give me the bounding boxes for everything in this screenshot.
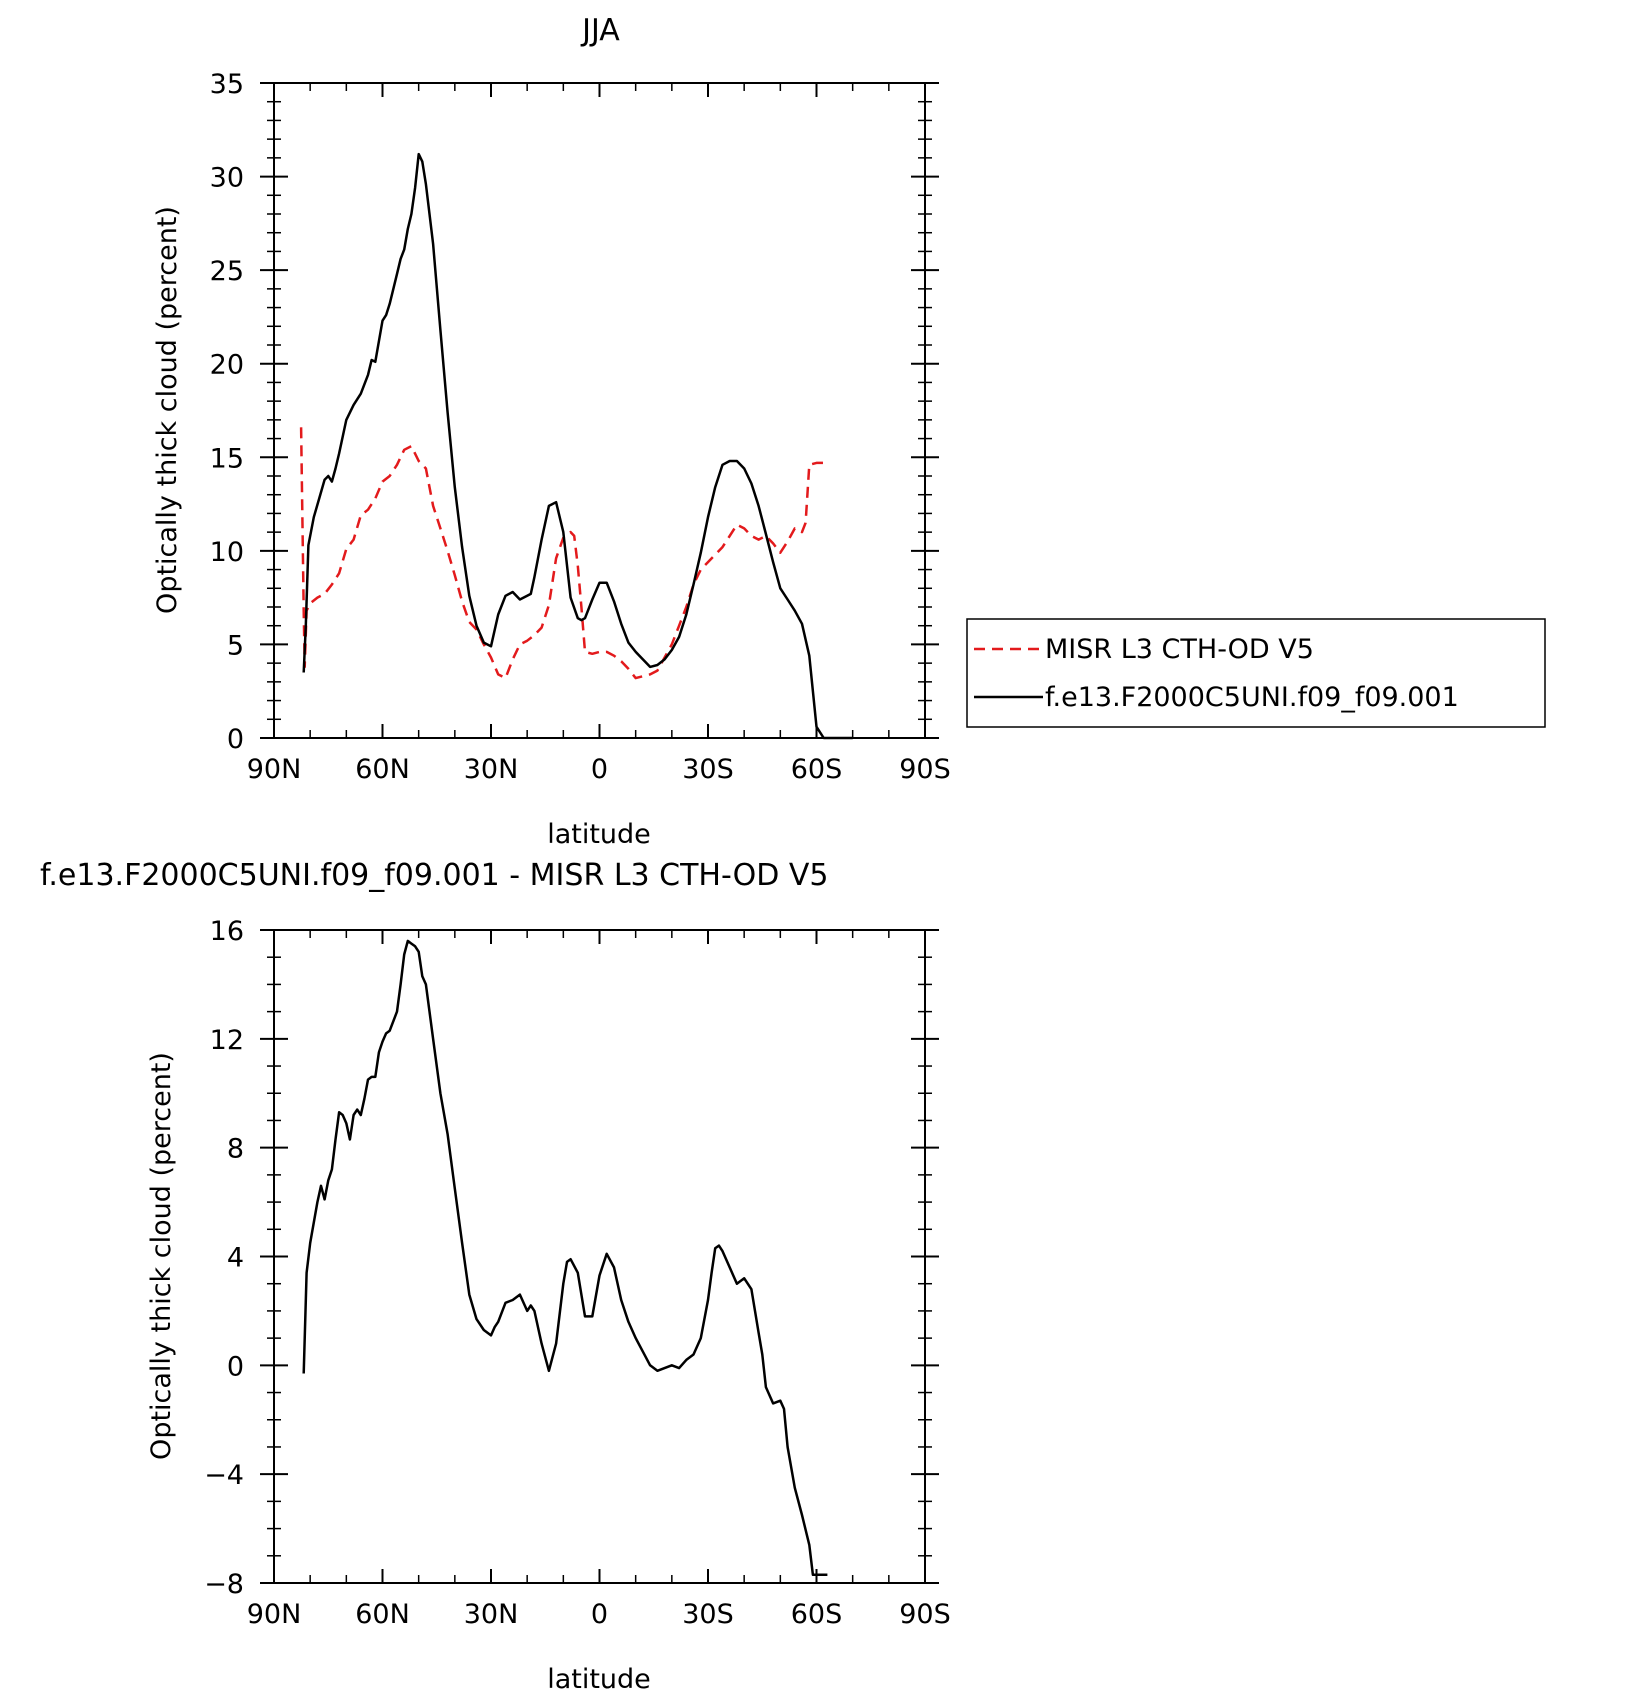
- top-y-tick-label: 15: [210, 443, 244, 474]
- bottom-panel: f.e13.F2000C5UNI.f09_f09.001 - MISR L3 C…: [40, 858, 951, 1695]
- bottom-x-tick-label: 90S: [899, 1599, 951, 1630]
- top-x-tick-label: 90S: [899, 754, 951, 785]
- bottom-x-axis-title: latitude: [547, 1664, 651, 1695]
- bottom-series-line-0: [302, 939, 828, 1577]
- top-y-tick-label: 20: [210, 350, 244, 381]
- top-x-tick-label: 60N: [355, 754, 410, 785]
- top-plot-frame: [273, 82, 926, 739]
- legend-label-model: f.e13.F2000C5UNI.f09_f09.001: [1045, 682, 1459, 713]
- top-x-ticks: 90N 60N 30N 0 30S 60S 90S: [247, 83, 951, 785]
- bottom-y-tick-label: −8: [204, 1569, 244, 1600]
- top-panel: JJA 90N 60N 30N 0 30S 60S 90S 0 5 10 15 20 25 30 35 l…: [152, 13, 1546, 850]
- top-y-axis-title: Optically thick cloud (percent): [152, 206, 183, 614]
- top-series-lines: [299, 152, 853, 740]
- legend-label-misr: MISR L3 CTH-OD V5: [1045, 634, 1314, 665]
- top-x-tick-label: 60S: [791, 754, 843, 785]
- top-y-tick-label: 5: [227, 630, 244, 661]
- top-y-tick-label: 30: [210, 163, 244, 194]
- top-y-ticks: 0 5 10 15 20 25 30 35: [210, 69, 939, 755]
- bottom-plot-frame: [273, 929, 926, 1584]
- bottom-x-ticks: 90N 60N 30N 0 30S 60S 90S: [247, 930, 951, 1630]
- bottom-x-tick-label: 30S: [682, 1599, 734, 1630]
- bottom-y-tick-label: 8: [227, 1134, 244, 1165]
- bottom-x-tick-label: 30N: [464, 1599, 519, 1630]
- bottom-y-tick-label: 4: [227, 1243, 244, 1274]
- bottom-y-ticks: −8 −4 0 4 8 12 16: [204, 916, 939, 1600]
- bottom-y-tick-label: 12: [210, 1025, 244, 1056]
- bottom-y-tick-label: −4: [204, 1460, 244, 1491]
- top-chart-title: JJA: [580, 13, 620, 48]
- top-x-tick-label: 30S: [682, 754, 734, 785]
- top-y-tick-label: 10: [210, 537, 244, 568]
- top-series-line-0: [299, 427, 828, 680]
- top-x-tick-label: 90N: [247, 754, 302, 785]
- bottom-x-tick-label: 90N: [247, 1599, 302, 1630]
- legend: MISR L3 CTH-OD V5 f.e13.F2000C5UNI.f09_f…: [966, 618, 1546, 728]
- top-y-tick-label: 35: [210, 69, 244, 100]
- bottom-x-tick-label: 0: [591, 1599, 608, 1630]
- legend-box: [966, 618, 1546, 728]
- bottom-y-tick-label: 16: [210, 916, 244, 947]
- bottom-y-tick-label: 0: [227, 1351, 244, 1382]
- top-y-tick-label: 25: [210, 256, 244, 287]
- bottom-series-lines: [302, 939, 828, 1577]
- top-y-tick-label: 0: [227, 724, 244, 755]
- top-x-tick-label: 0: [591, 754, 608, 785]
- bottom-x-tick-label: 60N: [355, 1599, 410, 1630]
- bottom-x-tick-label: 60S: [791, 1599, 843, 1630]
- bottom-y-axis-title: Optically thick cloud (percent): [146, 1052, 177, 1460]
- top-series-line-1: [302, 152, 853, 740]
- bottom-chart-title: f.e13.F2000C5UNI.f09_f09.001 - MISR L3 C…: [40, 858, 829, 893]
- top-x-axis-title: latitude: [547, 819, 651, 850]
- top-x-tick-label: 30N: [464, 754, 519, 785]
